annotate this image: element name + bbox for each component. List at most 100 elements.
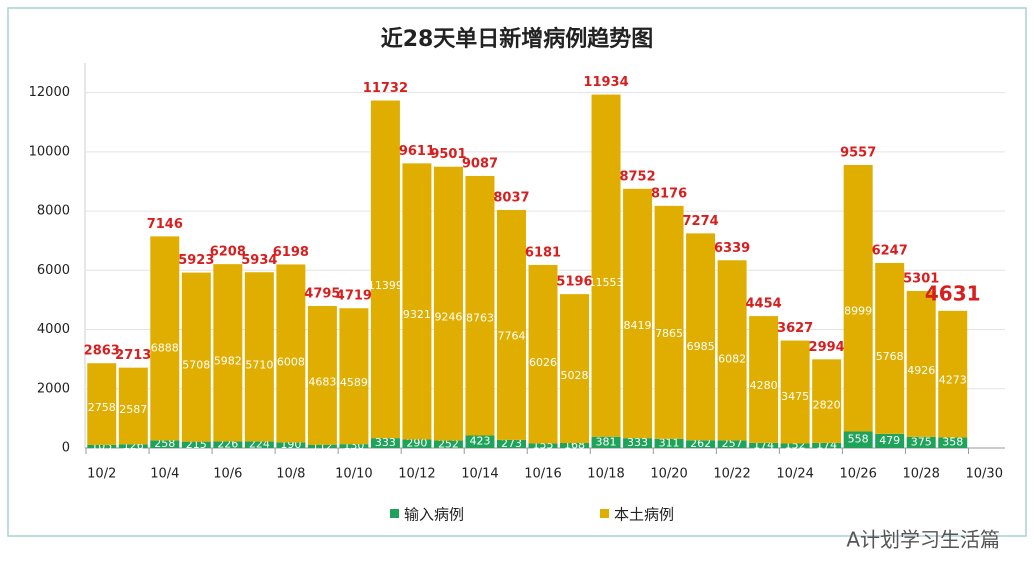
total-label: 9611 bbox=[399, 144, 435, 159]
bar-segment bbox=[528, 264, 558, 444]
bar-segment bbox=[465, 175, 495, 436]
y-tick-label: 4000 bbox=[37, 322, 70, 337]
total-label: 6339 bbox=[714, 241, 750, 256]
total-label: 5301 bbox=[903, 272, 939, 287]
bar-segment bbox=[686, 440, 716, 448]
bar-segment bbox=[906, 436, 936, 448]
total-label: 8752 bbox=[619, 169, 655, 184]
segment-label: 262 bbox=[690, 437, 711, 450]
bar-segment bbox=[307, 305, 337, 445]
segment-label: 4926 bbox=[907, 364, 935, 377]
bar-segment bbox=[244, 441, 274, 448]
segment-label: 5982 bbox=[214, 355, 242, 368]
bar-segment bbox=[560, 294, 590, 444]
bar-segment bbox=[591, 94, 621, 437]
total-label: 5196 bbox=[556, 275, 592, 290]
x-tick-label: 10/20 bbox=[650, 467, 687, 482]
segment-label: 5708 bbox=[182, 359, 210, 372]
legend-swatch bbox=[390, 509, 399, 518]
bar-segment bbox=[938, 437, 968, 448]
bar-segment bbox=[433, 166, 463, 441]
total-label: 4795 bbox=[304, 286, 340, 301]
segment-label: 2820 bbox=[813, 398, 841, 411]
bar-segment bbox=[433, 440, 463, 448]
total-label: 11934 bbox=[583, 75, 628, 90]
bar-segment bbox=[717, 260, 747, 441]
bar-segment bbox=[749, 442, 779, 448]
bar-segment bbox=[118, 367, 148, 445]
segment-label: 333 bbox=[375, 436, 396, 449]
total-label: 8176 bbox=[651, 186, 687, 201]
segment-label: 11399 bbox=[368, 279, 403, 292]
bar-segment bbox=[654, 438, 684, 448]
segment-label: 333 bbox=[627, 436, 648, 449]
bar-segment bbox=[843, 431, 873, 448]
x-tick-label: 10/14 bbox=[461, 467, 498, 482]
chart-title: 近28天单日新增病例趋势图 bbox=[381, 26, 654, 52]
segment-label: 5028 bbox=[561, 369, 589, 382]
segment-label: 381 bbox=[596, 435, 617, 448]
bar-segment bbox=[118, 444, 148, 448]
bar-segment bbox=[181, 441, 211, 448]
total-label: 2713 bbox=[115, 348, 151, 363]
x-tick-label: 10/18 bbox=[587, 467, 624, 482]
x-tick-label: 10/30 bbox=[966, 467, 1003, 482]
bar-segment bbox=[938, 310, 968, 438]
bar-segment bbox=[780, 340, 810, 444]
x-tick-label: 10/16 bbox=[524, 467, 561, 482]
bar-segment bbox=[465, 435, 495, 448]
segment-label: 9321 bbox=[403, 308, 431, 321]
bar-segment bbox=[906, 291, 936, 437]
total-label: 7274 bbox=[682, 214, 718, 229]
segment-label: 4683 bbox=[308, 375, 336, 388]
segment-label: 3475 bbox=[781, 390, 809, 403]
segment-label: 11553 bbox=[589, 276, 624, 289]
bar-segment bbox=[370, 100, 400, 439]
bar-segment bbox=[402, 163, 432, 440]
segment-label: 375 bbox=[911, 435, 932, 448]
segment-label: 358 bbox=[942, 436, 963, 449]
bar-segment bbox=[181, 272, 211, 442]
legend-label: 输入病例 bbox=[404, 506, 464, 524]
y-tick-label: 12000 bbox=[29, 85, 70, 100]
bar-segment bbox=[213, 441, 243, 448]
total-label: 6198 bbox=[273, 245, 309, 260]
segment-label: 258 bbox=[154, 437, 175, 450]
x-tick-label: 10/2 bbox=[87, 467, 116, 482]
bar-segment bbox=[528, 443, 558, 448]
bar-segment bbox=[591, 436, 621, 448]
bar-segment bbox=[686, 233, 716, 441]
x-tick-label: 10/4 bbox=[150, 467, 179, 482]
y-tick-label: 0 bbox=[62, 441, 70, 456]
total-label: 9087 bbox=[462, 156, 498, 171]
total-label: 11732 bbox=[363, 81, 408, 96]
y-tick-label: 10000 bbox=[29, 144, 70, 159]
bar-segment bbox=[623, 438, 653, 448]
x-tick-label: 10/22 bbox=[713, 467, 750, 482]
watermark: A计划学习生活篇 bbox=[846, 528, 1000, 552]
segment-label: 8763 bbox=[466, 312, 494, 325]
bar-segment bbox=[875, 433, 905, 448]
total-label: 6208 bbox=[210, 245, 246, 260]
x-tick-label: 10/26 bbox=[839, 467, 876, 482]
y-tick-label: 8000 bbox=[37, 204, 70, 219]
segment-label: 6008 bbox=[277, 355, 305, 368]
y-tick-label: 6000 bbox=[37, 263, 70, 278]
segment-label: 273 bbox=[501, 437, 522, 450]
bar-segment bbox=[339, 444, 369, 448]
bar-segment bbox=[780, 443, 810, 448]
bar-segment bbox=[150, 236, 180, 441]
bar-segment bbox=[812, 442, 842, 448]
segment-label: 423 bbox=[469, 435, 490, 448]
bar-segment bbox=[843, 164, 873, 432]
x-tick-label: 10/10 bbox=[335, 467, 372, 482]
x-tick-label: 10/8 bbox=[276, 467, 305, 482]
segment-label: 2587 bbox=[119, 403, 147, 416]
total-label: 7146 bbox=[147, 217, 183, 232]
bar-segment bbox=[150, 440, 180, 448]
total-label: 2863 bbox=[84, 344, 120, 359]
segment-label: 479 bbox=[879, 434, 900, 447]
segment-label: 6985 bbox=[687, 340, 715, 353]
bar-segment bbox=[812, 359, 842, 443]
